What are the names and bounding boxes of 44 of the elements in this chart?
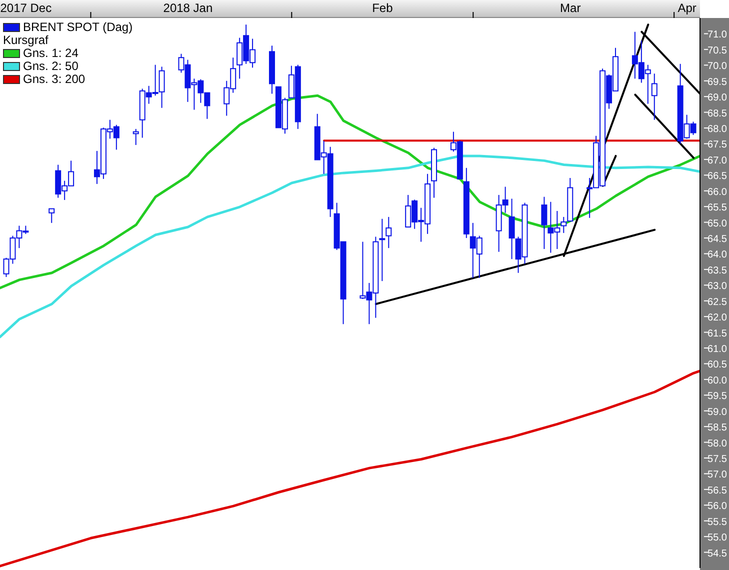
y-tick-label: 67.5 (708, 140, 728, 151)
y-tick-label: 54.5 (708, 548, 728, 560)
legend-label: Gns. 2: 50 (23, 59, 78, 73)
y-tick-label: 62.5 (708, 296, 728, 308)
y-tick-label: 62.0 (708, 312, 728, 324)
y-tick-label: 59.5 (708, 391, 728, 402)
y-tick-label: 70.0 (708, 61, 728, 72)
y-tick-label: 59.0 (708, 406, 728, 418)
y-tick-label: 71.0 (708, 30, 728, 41)
y-tick-label: 66.0 (708, 186, 728, 198)
y-tick-label: 63.5 (708, 265, 728, 276)
legend-title: Kursgraf (3, 33, 50, 47)
y-tick-label: 61.0 (708, 344, 728, 355)
y-tick-label: 64.5 (708, 234, 728, 245)
y-tick-label: 65.0 (708, 218, 728, 230)
x-tick-label: 2017 Dec (0, 1, 52, 15)
y-tick-label: 68.0 (708, 124, 728, 135)
y-tick-label: 56.0 (708, 501, 728, 512)
legend-label: BRENT SPOT (Dag) (23, 20, 133, 34)
y-tick-label: 58.0 (708, 438, 728, 450)
y-tick-label: 70.5 (708, 45, 728, 56)
y-tick-label: 55.0 (708, 532, 728, 544)
y-tick-label: 57.0 (708, 470, 728, 481)
y-tick-label: 60.0 (708, 375, 728, 386)
y-tick-label: 60.5 (708, 360, 728, 371)
legend-label: Gns. 3: 200 (23, 72, 86, 86)
x-tick-label: Mar (560, 1, 581, 15)
y-tick-label: 63.0 (708, 281, 728, 292)
y-tick-label: 65.5 (708, 202, 728, 214)
y-tick-label: 57.5 (708, 454, 728, 465)
x-tick-label: 2018 Jan (163, 1, 213, 15)
x-tick-label: Feb (372, 1, 394, 15)
y-tick-label: 55.5 (708, 516, 728, 528)
y-tick-label: 58.5 (708, 422, 728, 434)
x-tick-label: Apr (678, 1, 696, 15)
y-tick-label: 68.5 (708, 108, 728, 120)
y-tick-label: 64.0 (708, 250, 728, 261)
legend-label: Gns. 1: 24 (23, 46, 78, 60)
y-tick-label: 67.0 (708, 155, 728, 166)
y-tick-label: 66.5 (708, 171, 728, 182)
y-tick-label: 61.5 (708, 328, 728, 340)
y-tick-label: 69.0 (708, 92, 728, 104)
y-tick-label: 56.5 (708, 485, 728, 496)
y-tick-label: 69.5 (708, 76, 728, 88)
